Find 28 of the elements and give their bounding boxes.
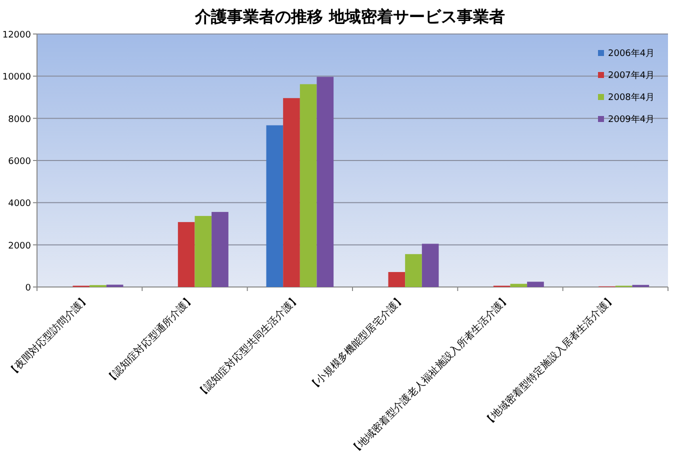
chart-title: 介護事業者の推移 地域密着サービス事業者 (194, 7, 505, 26)
bar (300, 84, 317, 287)
bar (212, 212, 228, 287)
x-tick-label: 【認知症対応型共同生活介護】 (194, 292, 302, 400)
bar (527, 282, 544, 287)
legend-label: 2007年4月 (608, 70, 655, 81)
legend-label: 2008年4月 (608, 92, 655, 103)
legend-label: 2009年4月 (608, 114, 655, 125)
y-tick-label: 4000 (8, 199, 32, 210)
x-tick-label: 【夜間対応型訪問介護】 (5, 292, 92, 379)
y-tick-label: 8000 (8, 114, 32, 125)
y-tick-label: 6000 (8, 157, 32, 167)
y-tick-label: 0 (25, 284, 32, 294)
y-tick-label: 10000 (2, 72, 32, 83)
x-tick-label: 【認知症対応型通所介護】 (104, 292, 197, 386)
legend-label: 2006年4月 (608, 48, 655, 59)
bar (316, 76, 334, 287)
bar (283, 98, 300, 287)
y-tick-label: 2000 (8, 241, 32, 252)
x-tick-label: 【小規模多機能型居宅介護】 (306, 292, 408, 394)
bar (405, 254, 422, 287)
y-tick-label: 12000 (2, 30, 32, 40)
bar (178, 222, 195, 287)
bar (194, 216, 212, 287)
bar (422, 244, 439, 287)
bar (510, 284, 528, 287)
bar (266, 125, 284, 287)
bar (388, 272, 406, 287)
